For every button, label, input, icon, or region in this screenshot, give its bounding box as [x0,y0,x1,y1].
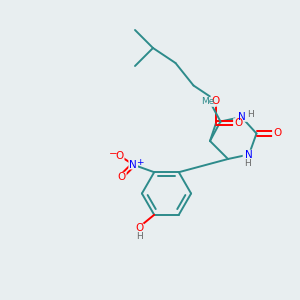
Text: H: H [244,159,251,168]
Text: H: H [136,232,143,241]
FancyBboxPatch shape [211,96,221,105]
Text: H: H [247,110,254,118]
Text: O: O [212,95,220,106]
FancyBboxPatch shape [233,118,244,128]
FancyBboxPatch shape [203,97,217,107]
FancyBboxPatch shape [235,112,248,122]
FancyBboxPatch shape [128,160,138,169]
Text: O: O [136,223,144,233]
Text: +: + [136,158,143,167]
Text: O: O [117,172,125,182]
FancyBboxPatch shape [115,151,124,160]
FancyBboxPatch shape [131,224,144,233]
Text: N: N [238,112,245,122]
FancyBboxPatch shape [272,129,283,138]
Text: Me: Me [201,98,214,106]
Text: O: O [116,151,124,161]
Text: N: N [245,149,253,160]
FancyBboxPatch shape [116,172,127,182]
Text: O: O [234,118,243,128]
Text: N: N [129,160,137,170]
Text: −: − [109,149,118,159]
Text: O: O [273,128,282,139]
FancyBboxPatch shape [243,150,255,159]
